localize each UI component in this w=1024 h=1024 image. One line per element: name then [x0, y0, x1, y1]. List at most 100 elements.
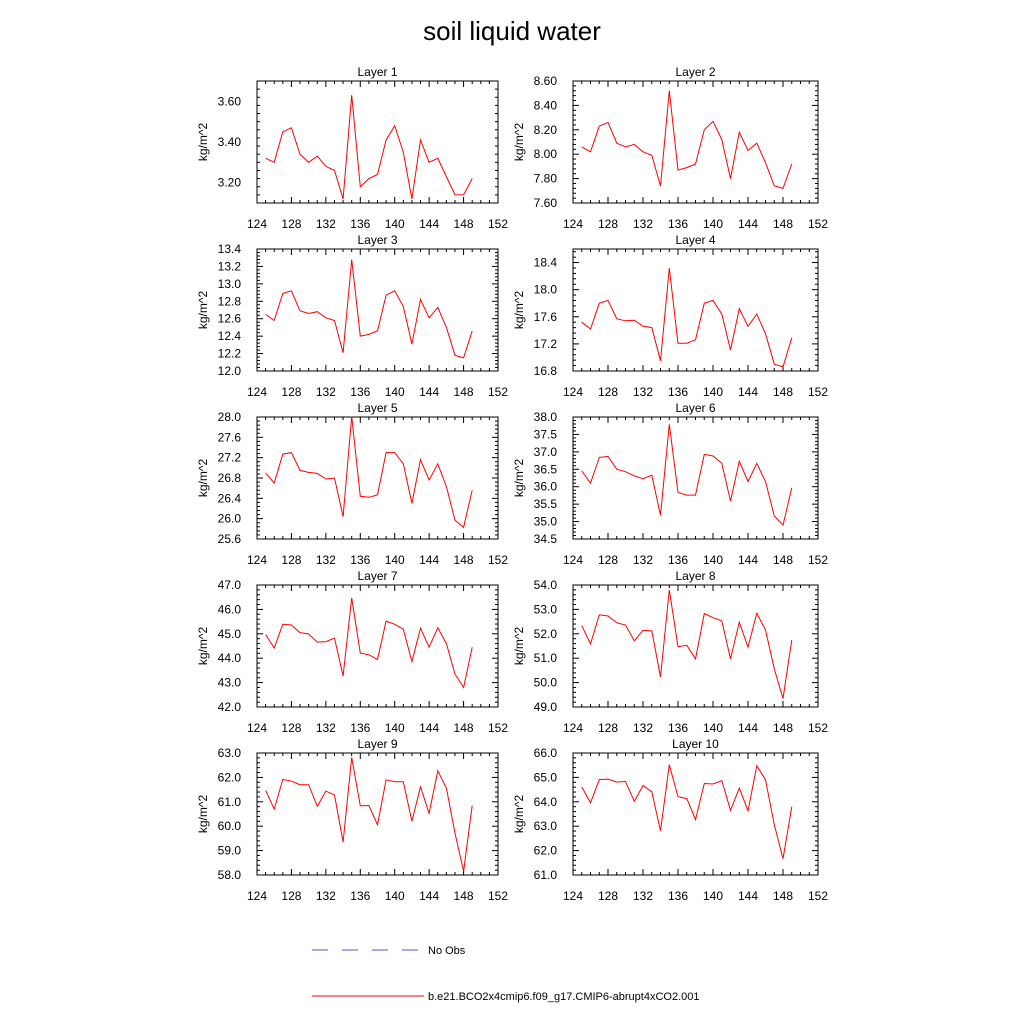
- series-line: [265, 259, 473, 359]
- x-tick-label: 136: [668, 217, 688, 231]
- x-tick-label: 124: [563, 217, 583, 231]
- x-tick-label: 148: [773, 889, 793, 903]
- x-tick-label: 140: [703, 721, 723, 735]
- y-tick-label: 46.0: [218, 602, 242, 616]
- y-tick-label: 12.8: [218, 294, 242, 308]
- panel-3: Layer 3 124 128 132 136 140 144 148 152 12.0 12.2 1…: [196, 233, 508, 399]
- y-tick-label: 18.0: [534, 283, 558, 297]
- x-tick-label: 152: [488, 553, 508, 567]
- panel-title: Layer 2: [675, 65, 715, 79]
- x-tick-label: 140: [385, 217, 405, 231]
- y-tick-label: 61.0: [218, 795, 242, 809]
- y-tick-label: 12.0: [218, 364, 242, 378]
- plot-frame: [572, 80, 819, 204]
- y-tick-label: 64.0: [534, 795, 558, 809]
- plot-frame: [256, 584, 499, 708]
- y-tick-label: 27.6: [218, 430, 242, 444]
- x-tick-label: 124: [563, 721, 583, 735]
- y-tick-label: 59.0: [218, 844, 242, 858]
- panel-title: Layer 7: [357, 569, 397, 583]
- plot-frame: [572, 248, 819, 372]
- panel-title: Layer 3: [357, 233, 397, 247]
- series-line: [265, 416, 473, 529]
- y-tick-label: 18.4: [534, 256, 558, 270]
- y-axis-label: kg/m^2: [512, 459, 526, 498]
- panel-2: Layer 2 124 128 132 136 140 144 148 152 7.60 7.80 8…: [512, 65, 828, 231]
- x-tick-label: 128: [281, 385, 301, 399]
- plot-frame: [572, 416, 819, 540]
- x-tick-label: 140: [385, 721, 405, 735]
- panel-title: Layer 5: [357, 401, 397, 415]
- y-tick-label: 26.4: [218, 491, 242, 505]
- y-tick-label: 60.0: [218, 819, 242, 833]
- x-tick-label: 132: [633, 889, 653, 903]
- x-tick-label: 152: [808, 553, 828, 567]
- x-tick-label: 140: [385, 889, 405, 903]
- y-tick-label: 58.0: [218, 868, 242, 882]
- legend-label-no-obs: No Obs: [428, 945, 466, 957]
- x-tick-label: 128: [281, 721, 301, 735]
- y-tick-label: 26.0: [218, 512, 242, 526]
- x-tick-label: 136: [350, 889, 370, 903]
- y-tick-label: 36.0: [534, 480, 558, 494]
- x-tick-label: 140: [703, 889, 723, 903]
- y-tick-label: 49.0: [534, 700, 558, 714]
- y-tick-label: 3.40: [218, 135, 242, 149]
- x-tick-label: 148: [454, 553, 474, 567]
- series-line: [581, 589, 793, 699]
- y-tick-label: 61.0: [534, 868, 558, 882]
- y-tick-label: 28.0: [218, 410, 242, 424]
- legend: No Obs b.e21.BCO2x4cmip6.f09_g17.CMIP6-a…: [312, 945, 700, 1003]
- x-tick-label: 136: [668, 721, 688, 735]
- panel-1: Layer 1 124 128 132 136 140 144 148 152 3.20 3.40 3…: [196, 65, 508, 231]
- x-tick-label: 144: [738, 217, 758, 231]
- y-tick-label: 62.0: [534, 844, 558, 858]
- x-tick-label: 148: [773, 385, 793, 399]
- y-axis-label: kg/m^2: [196, 291, 210, 330]
- x-tick-label: 144: [419, 889, 439, 903]
- y-tick-label: 8.00: [534, 147, 558, 161]
- x-tick-label: 128: [281, 889, 301, 903]
- x-tick-label: 124: [563, 889, 583, 903]
- panel-5: Layer 5 124 128 132 136 140 144 148 152 25.6 26.0 2…: [196, 401, 508, 567]
- y-axis-label: kg/m^2: [196, 123, 210, 162]
- x-tick-label: 144: [419, 217, 439, 231]
- y-axis-label: kg/m^2: [512, 795, 526, 834]
- x-tick-label: 152: [808, 721, 828, 735]
- y-axis-label: kg/m^2: [196, 459, 210, 498]
- x-tick-label: 148: [773, 721, 793, 735]
- x-tick-label: 128: [281, 553, 301, 567]
- x-tick-label: 124: [247, 553, 267, 567]
- y-tick-label: 37.0: [534, 445, 558, 459]
- x-tick-label: 128: [598, 217, 618, 231]
- chart-title: soil liquid water: [423, 16, 601, 46]
- x-tick-label: 140: [703, 553, 723, 567]
- x-tick-label: 152: [488, 889, 508, 903]
- x-tick-label: 144: [419, 385, 439, 399]
- y-axis-label: kg/m^2: [196, 627, 210, 666]
- y-tick-label: 7.80: [534, 172, 558, 186]
- plot-frame: [256, 752, 499, 876]
- x-tick-label: 148: [773, 217, 793, 231]
- y-tick-label: 63.0: [218, 746, 242, 760]
- y-tick-label: 62.0: [218, 770, 242, 784]
- y-tick-label: 8.20: [534, 123, 558, 137]
- y-tick-label: 17.2: [534, 337, 558, 351]
- y-tick-label: 35.5: [534, 497, 558, 511]
- x-tick-label: 132: [633, 553, 653, 567]
- x-tick-label: 148: [773, 553, 793, 567]
- x-tick-label: 140: [703, 385, 723, 399]
- x-tick-label: 136: [668, 553, 688, 567]
- x-tick-label: 140: [703, 217, 723, 231]
- y-tick-label: 66.0: [534, 746, 558, 760]
- y-tick-label: 50.0: [534, 676, 558, 690]
- y-tick-label: 34.5: [534, 532, 558, 546]
- y-tick-label: 13.4: [218, 242, 242, 256]
- y-tick-label: 38.0: [534, 410, 558, 424]
- plot-frame: [572, 752, 819, 876]
- x-tick-label: 136: [350, 553, 370, 567]
- x-tick-label: 132: [316, 553, 336, 567]
- x-tick-label: 148: [454, 721, 474, 735]
- y-tick-label: 13.0: [218, 277, 242, 291]
